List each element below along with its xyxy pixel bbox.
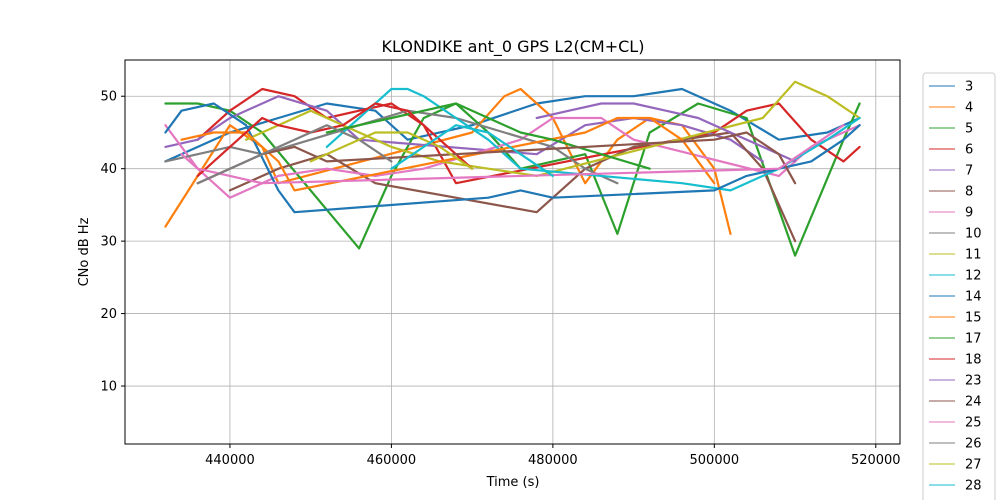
legend-frame	[922, 72, 996, 500]
legend-label-17: 17	[965, 332, 982, 347]
y-axis: 10 20 30 40 50	[100, 90, 125, 395]
series-line-18	[196, 102, 474, 177]
y-axis-label: CNo dB Hz	[77, 217, 92, 286]
x-tick-label: 520000	[851, 453, 901, 468]
legend-label-24: 24	[965, 395, 982, 410]
series-line-27	[309, 131, 474, 170]
legend-label-8: 8	[965, 185, 973, 200]
legend-label-18: 18	[965, 353, 982, 368]
series-line-11	[245, 80, 861, 177]
y-tick-label: 20	[100, 307, 117, 322]
x-axis: 440000 460000 480000 500000 520000	[205, 444, 901, 468]
legend-label-6: 6	[965, 143, 973, 158]
series-layer	[164, 80, 861, 257]
legend-label-10: 10	[965, 227, 982, 242]
x-tick-label: 500000	[690, 453, 740, 468]
legend-label-11: 11	[965, 248, 982, 263]
legend-label-4: 4	[965, 101, 973, 116]
x-axis-label: Time (s)	[486, 475, 540, 490]
legend-label-26: 26	[965, 437, 982, 452]
y-tick-label: 50	[100, 90, 117, 105]
legend: 3 4 5 6 7 8 9 10 11 12 14 15 17 18 23 24 25 26 27 28	[922, 72, 996, 500]
series-line-23	[535, 102, 797, 163]
legend-label-7: 7	[965, 164, 973, 179]
series-line-28	[390, 124, 555, 177]
series-line-14	[164, 102, 861, 214]
y-tick-label: 40	[100, 162, 117, 177]
legend-label-5: 5	[965, 122, 973, 137]
legend-label-14: 14	[965, 290, 982, 305]
legend-label-9: 9	[965, 206, 973, 221]
chart-title: KLONDIKE ant_0 GPS L2(CM+CL)	[382, 37, 645, 57]
x-tick-label: 460000	[367, 453, 417, 468]
legend-label-12: 12	[965, 269, 982, 284]
legend-label-25: 25	[965, 416, 982, 431]
series-line-15	[180, 116, 716, 192]
legend-label-28: 28	[965, 479, 982, 494]
legend-label-3: 3	[965, 80, 973, 95]
legend-label-23: 23	[965, 374, 982, 389]
x-tick-label: 440000	[205, 453, 255, 468]
series-line-25	[180, 124, 845, 185]
legend-label-27: 27	[965, 458, 982, 473]
y-tick-label: 10	[100, 380, 117, 395]
x-tick-label: 480000	[528, 453, 578, 468]
legend-label-15: 15	[965, 311, 982, 326]
plot-frame	[124, 59, 901, 445]
series-line-10	[164, 109, 619, 185]
y-tick-label: 30	[100, 235, 117, 250]
